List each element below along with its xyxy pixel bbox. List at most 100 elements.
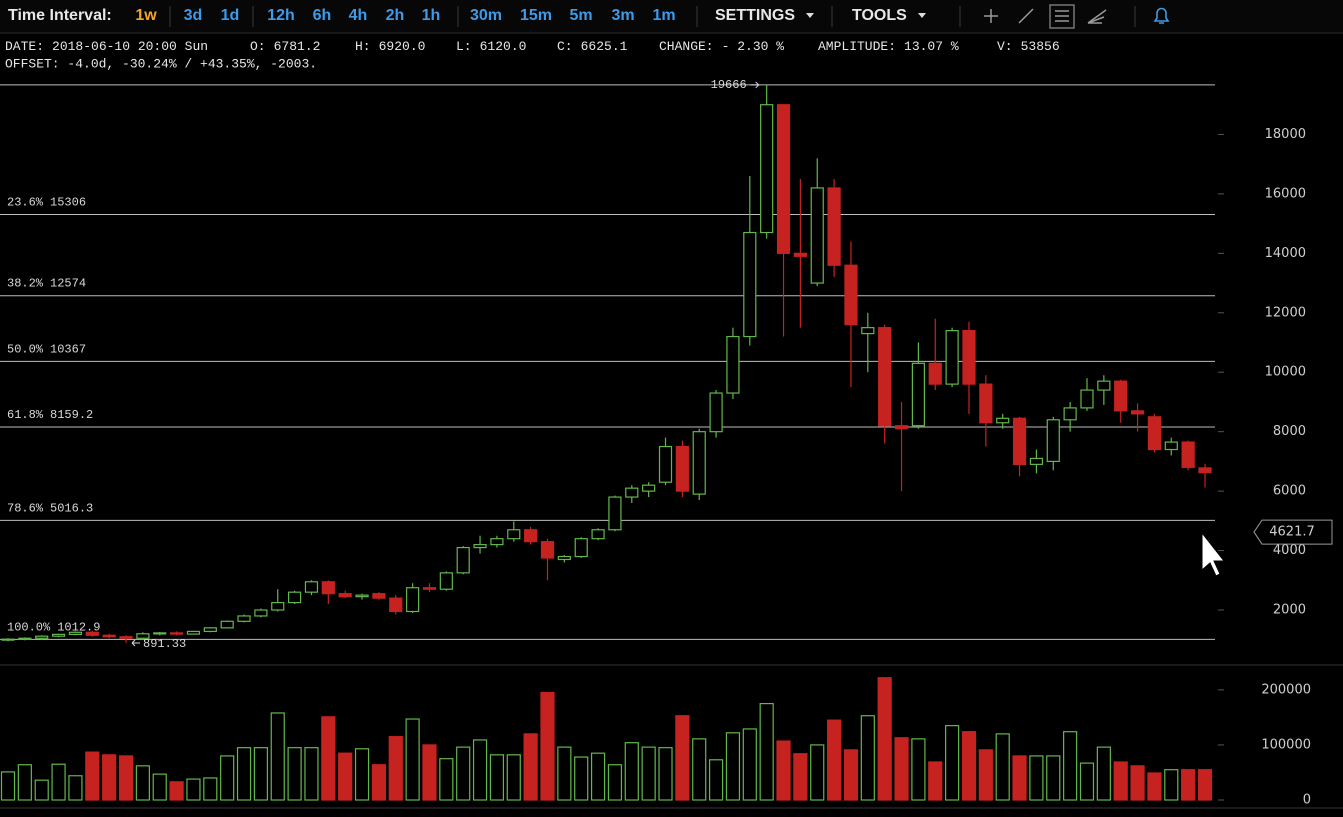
interval-button[interactable]: 1h xyxy=(422,7,441,24)
info-label: H: xyxy=(355,39,371,54)
candle-body xyxy=(1046,419,1060,462)
interval-button[interactable]: 2h xyxy=(386,7,405,24)
candle-body xyxy=(68,631,83,635)
y-tick-label: 18000 xyxy=(1265,127,1306,142)
fib-value: 8159.2 xyxy=(50,408,93,422)
volume-bar xyxy=(540,691,555,801)
volume-bar xyxy=(85,751,100,801)
interval-button[interactable]: 30m xyxy=(470,7,502,24)
volume-bar xyxy=(978,749,993,801)
fib-value: 1012.9 xyxy=(57,621,100,635)
y-tick-label: 12000 xyxy=(1265,305,1306,320)
candle-body xyxy=(524,529,538,543)
interval-button[interactable]: 3d xyxy=(184,7,203,24)
candle-body xyxy=(642,484,656,492)
candle-body xyxy=(1063,407,1077,421)
y-tick-label: 16000 xyxy=(1265,186,1306,201)
volume-bar xyxy=(641,746,656,801)
candle-body xyxy=(18,637,32,640)
candle-body xyxy=(490,538,504,546)
interval-button[interactable]: 5m xyxy=(569,7,592,24)
fib-value: 12574 xyxy=(50,277,86,291)
candle-body xyxy=(608,496,622,531)
candle-body xyxy=(540,541,555,559)
y-tick-label: 2000 xyxy=(1273,603,1306,618)
fib-value: 10367 xyxy=(50,342,86,356)
interval-button[interactable]: 4h xyxy=(349,7,368,24)
fib-label: 38.2% 12574 xyxy=(7,277,86,291)
interval-button[interactable]: 12h xyxy=(267,7,295,24)
volume-bar xyxy=(186,778,201,801)
info-label: AMPLITUDE: xyxy=(818,39,896,54)
interval-button[interactable]: 1m xyxy=(652,7,675,24)
fib-label: 78.6% 5016.3 xyxy=(7,502,93,516)
info-value: 13.07 % xyxy=(904,39,959,54)
alert-bell[interactable] xyxy=(1153,7,1170,24)
info-field: L: 6120.0 xyxy=(456,39,526,54)
candle-body xyxy=(169,632,184,635)
y-tick-label: 100000 xyxy=(1261,737,1311,752)
candle-body xyxy=(1080,389,1094,409)
volume-bar xyxy=(759,703,774,801)
volume-bar xyxy=(793,753,808,801)
info-value: 53856 xyxy=(1021,39,1060,54)
candle-body xyxy=(1029,457,1044,465)
candle-body xyxy=(726,335,740,394)
candle-body xyxy=(878,327,892,427)
volume-bar xyxy=(388,736,403,801)
candle-body xyxy=(776,104,791,254)
info-field: DATE: 2018-06-10 20:00 Sun xyxy=(5,39,208,54)
volume-bar xyxy=(321,716,336,801)
candle-body xyxy=(406,587,420,613)
candle-body xyxy=(102,634,116,638)
info-value: 6120.0 xyxy=(480,39,527,54)
volume-bar xyxy=(17,764,32,801)
candle-body xyxy=(372,593,386,599)
volume-bar xyxy=(34,779,49,801)
candle-body xyxy=(1164,441,1178,451)
volume-bar xyxy=(0,771,16,801)
info-field: H: 6920.0 xyxy=(355,39,425,54)
volume-bar xyxy=(1012,755,1027,801)
fib-level: 38.2% xyxy=(7,277,44,291)
candle-body xyxy=(51,633,66,637)
volume-bar xyxy=(708,759,724,801)
settings-menu[interactable]: SETTINGS xyxy=(715,7,795,24)
candle-body xyxy=(844,264,858,326)
candle-body xyxy=(945,330,959,385)
volume-bar xyxy=(456,746,471,801)
candle-body xyxy=(203,627,217,633)
info-value: 6781.2 xyxy=(274,39,321,54)
separators xyxy=(169,6,1136,27)
candle-body xyxy=(1097,380,1111,391)
candle-body xyxy=(1,638,15,641)
volume-bar xyxy=(1164,769,1179,801)
candle-body xyxy=(220,620,234,629)
interval-button[interactable]: 3m xyxy=(611,7,634,24)
info-label: O: xyxy=(250,39,266,54)
volume-bar xyxy=(725,732,741,801)
tool-icons[interactable] xyxy=(984,4,1107,29)
y-tick-label: 10000 xyxy=(1265,365,1306,380)
tools-menu[interactable]: TOOLS xyxy=(852,7,907,24)
interval-button[interactable]: 6h xyxy=(313,7,332,24)
candle-body xyxy=(827,187,841,266)
interval-button[interactable]: 1d xyxy=(221,7,240,24)
volume-bar xyxy=(439,758,454,801)
interval-button[interactable]: 15m xyxy=(520,7,552,24)
info-value: 2018-06-10 20:00 Sun xyxy=(52,39,208,54)
volume-bar xyxy=(405,718,420,801)
interval-button[interactable]: 1w xyxy=(135,7,157,24)
info-value: 6920.0 xyxy=(379,39,426,54)
volume-bar xyxy=(135,765,150,801)
info-label: L: xyxy=(456,39,472,54)
volume-bar xyxy=(1181,769,1196,801)
candle-body xyxy=(743,231,757,338)
candle-body xyxy=(574,538,588,558)
fib-level: 61.8% xyxy=(7,408,44,422)
volume-bar xyxy=(523,733,538,801)
candle-body xyxy=(439,572,453,590)
candle-body xyxy=(658,445,673,483)
cursor-price-box xyxy=(1253,519,1333,545)
candle-body xyxy=(136,633,150,639)
